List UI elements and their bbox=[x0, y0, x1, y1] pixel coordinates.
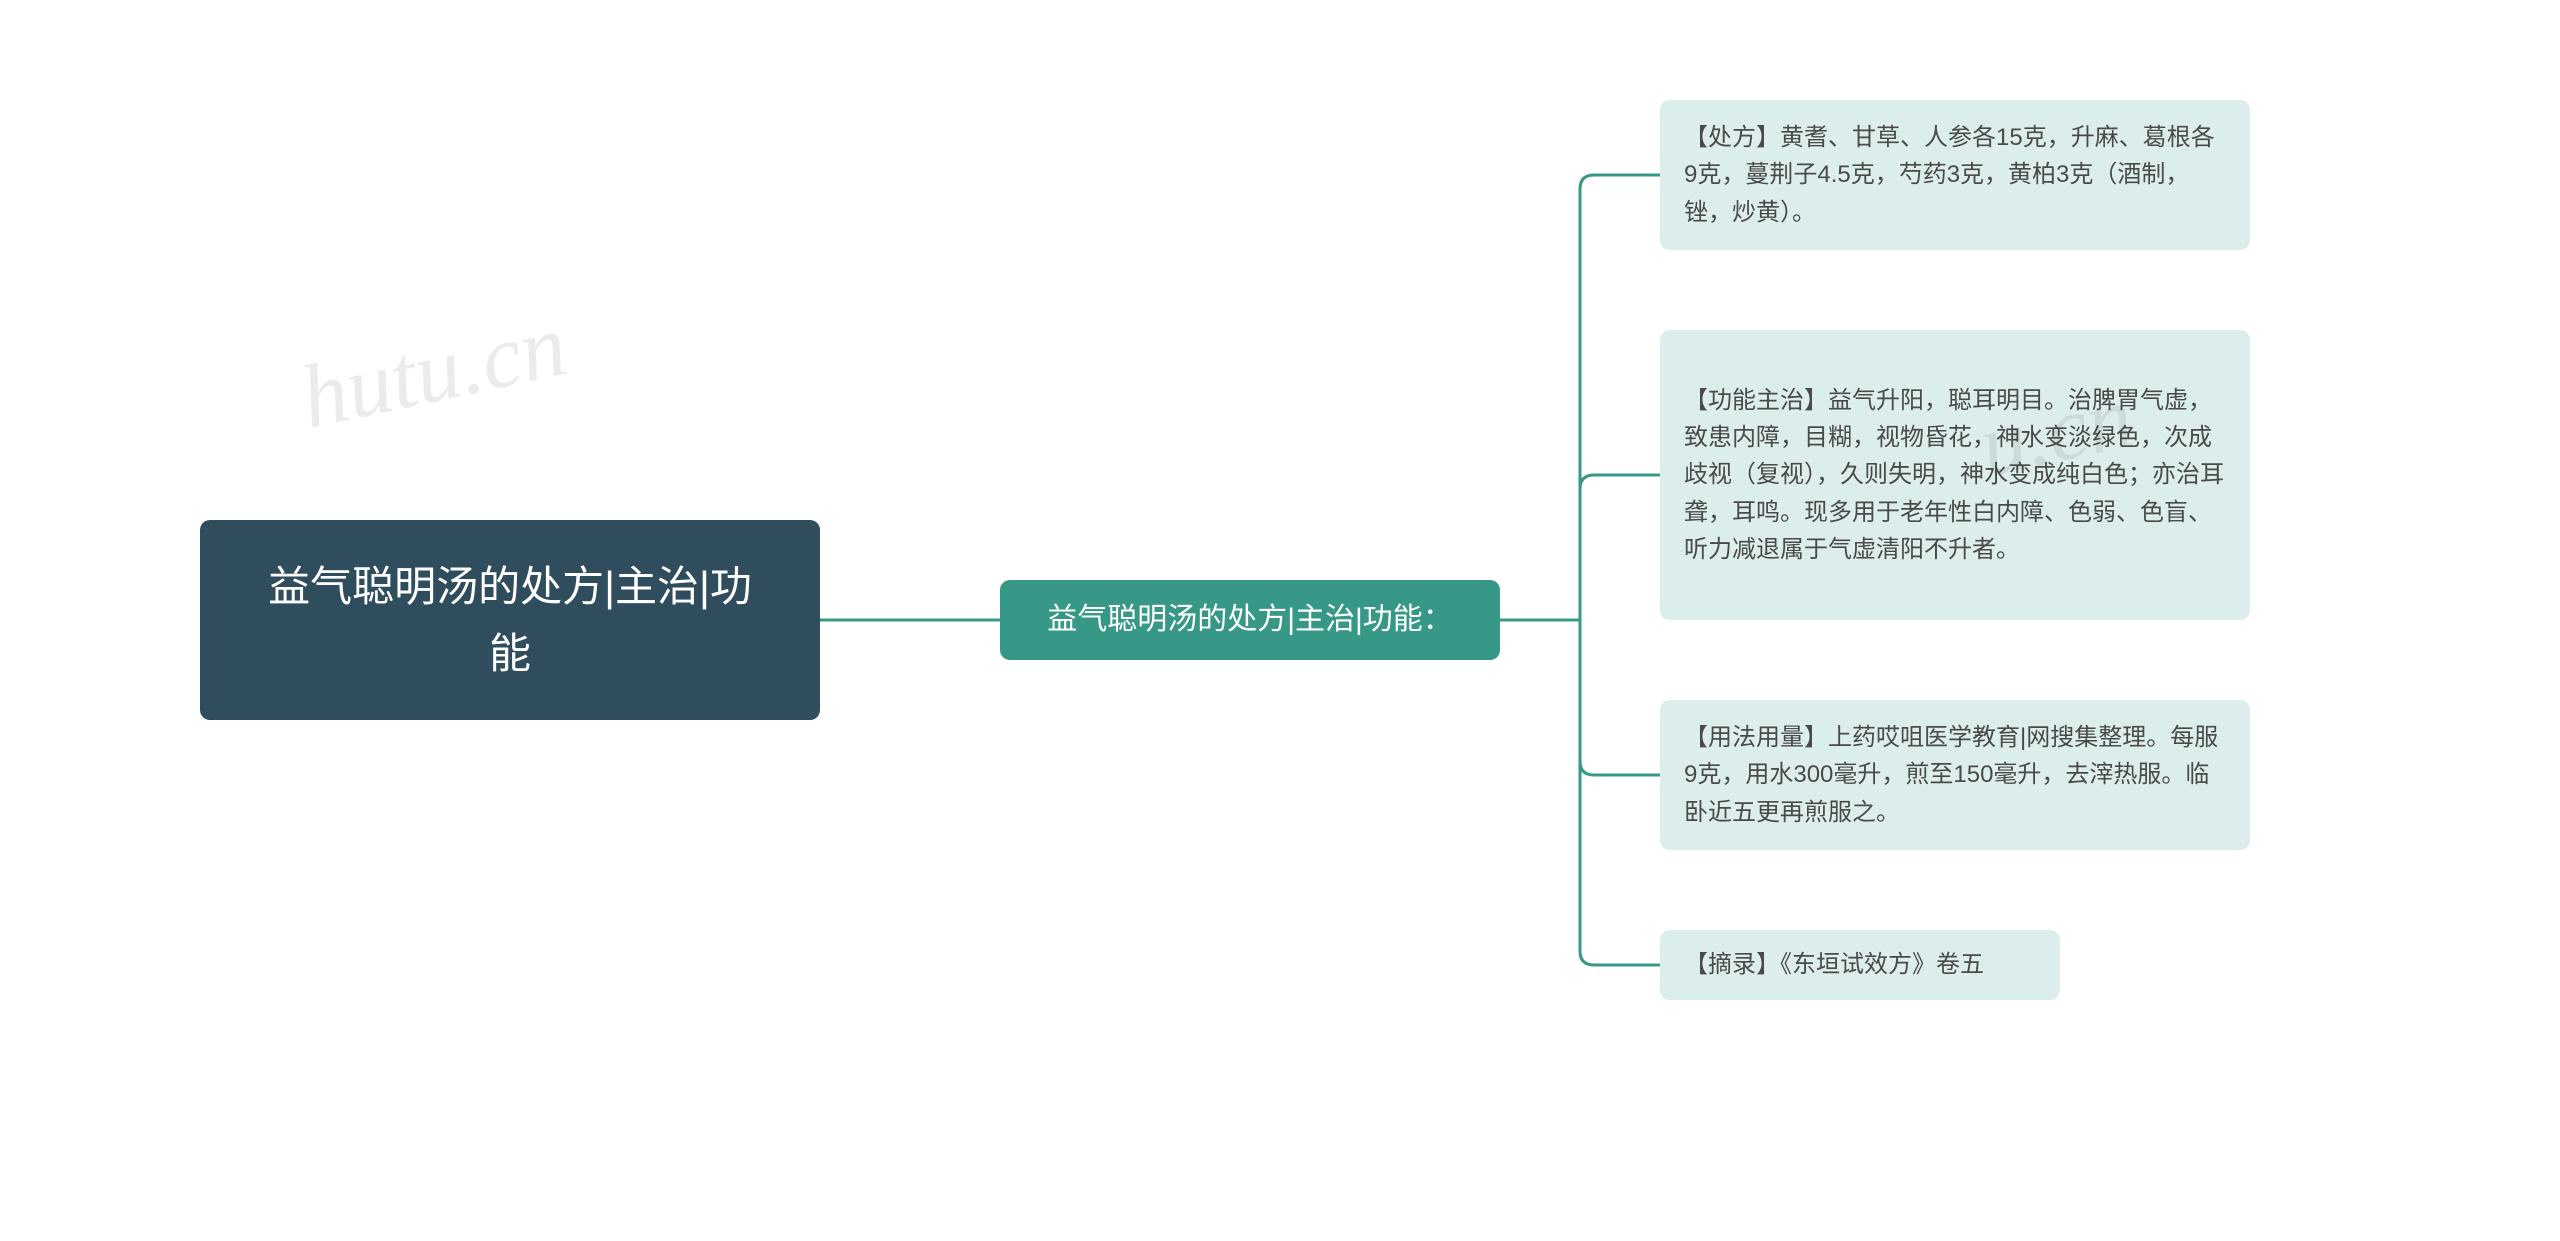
leaf-text: 【摘录】《东垣试效方》卷五 bbox=[1684, 946, 1984, 983]
watermark: hutu.cn bbox=[292, 293, 575, 449]
leaf-text: 【功能主治】益气升阳，聪耳明目。治脾胃气虚，致患内障，目糊，视物昏花，神水变淡绿… bbox=[1684, 382, 2226, 568]
mid-node: 益气聪明汤的处方|主治|功能： bbox=[1000, 580, 1500, 660]
leaf-text: 【用法用量】上药哎咀医学教育|网搜集整理。每服9克，用水300毫升，煎至150毫… bbox=[1684, 719, 2226, 831]
root-node: 益气聪明汤的处方|主治|功能 bbox=[200, 520, 820, 720]
leaf-text: 【处方】黄耆、甘草、人参各15克，升麻、葛根各9克，蔓荆子4.5克，芍药3克，黄… bbox=[1684, 119, 2226, 231]
leaf-node: 【摘录】《东垣试效方》卷五 bbox=[1660, 930, 2060, 1000]
mindmap-canvas: 益气聪明汤的处方|主治|功能 益气聪明汤的处方|主治|功能： 【处方】黄耆、甘草… bbox=[0, 0, 2560, 1241]
mid-text: 益气聪明汤的处方|主治|功能： bbox=[1047, 596, 1453, 644]
leaf-node: 【用法用量】上药哎咀医学教育|网搜集整理。每服9克，用水300毫升，煎至150毫… bbox=[1660, 700, 2250, 850]
root-text: 益气聪明汤的处方|主治|功能 bbox=[250, 553, 770, 687]
leaf-node: 【处方】黄耆、甘草、人参各15克，升麻、葛根各9克，蔓荆子4.5克，芍药3克，黄… bbox=[1660, 100, 2250, 250]
leaf-node: 【功能主治】益气升阳，聪耳明目。治脾胃气虚，致患内障，目糊，视物昏花，神水变淡绿… bbox=[1660, 330, 2250, 620]
